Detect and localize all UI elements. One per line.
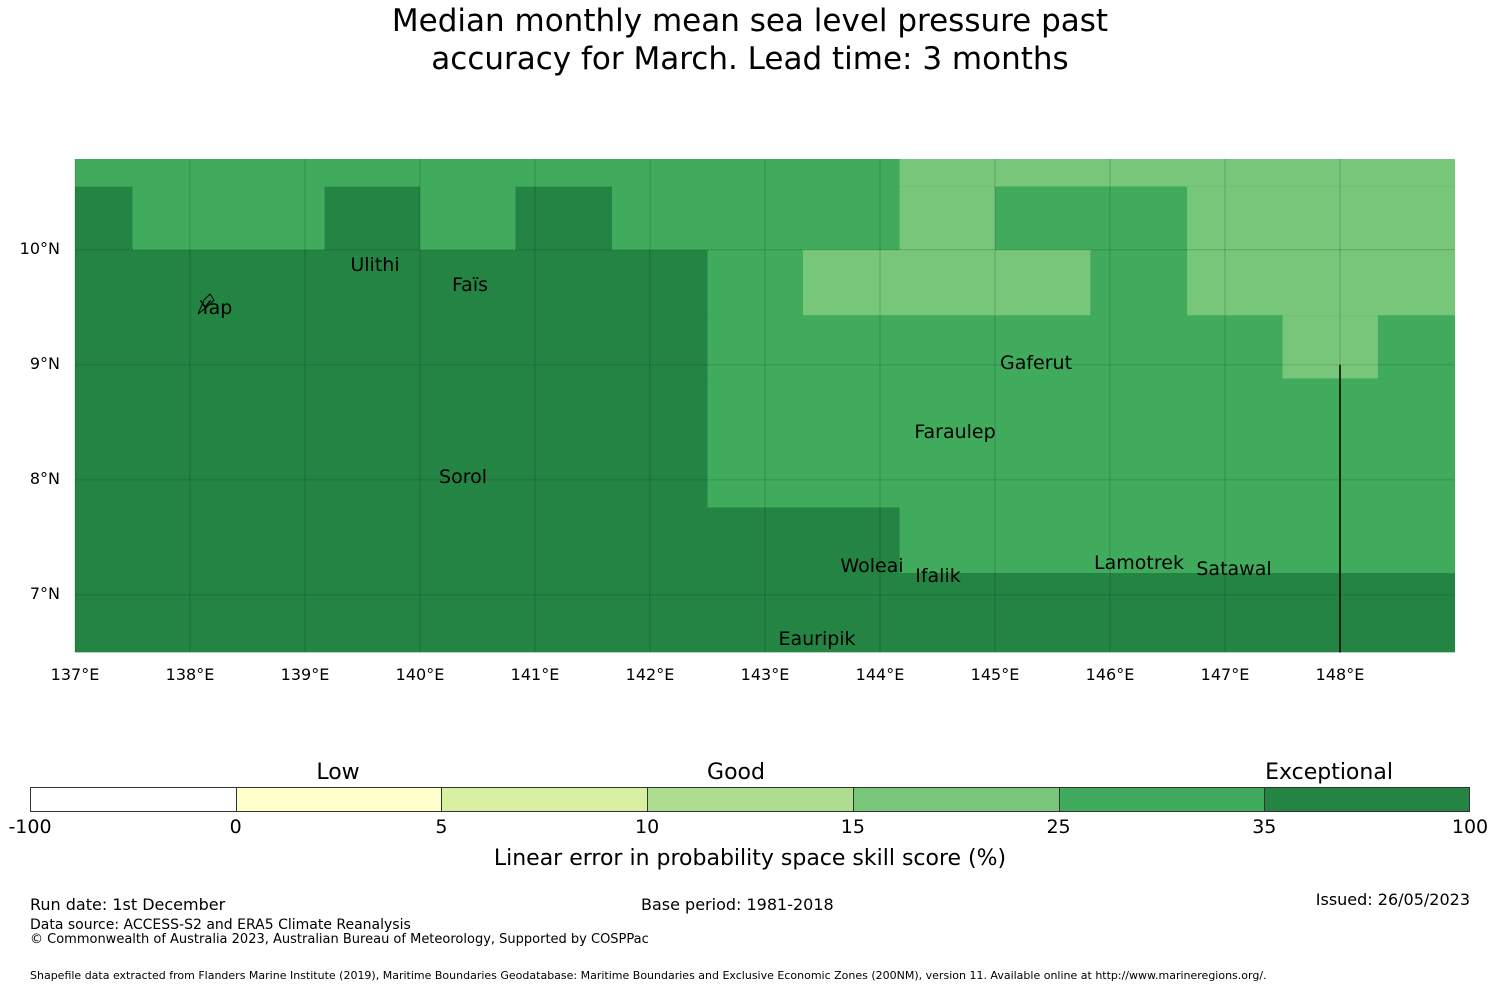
skill-cell <box>802 249 1091 316</box>
lon-label: 143°E <box>740 665 790 684</box>
colorbar-tick: 5 <box>435 816 448 838</box>
skill-cell <box>132 186 325 250</box>
colorbar-tick: 35 <box>1252 816 1277 838</box>
colorbar-segment <box>30 787 236 812</box>
place-sorol: Sorol <box>439 466 487 488</box>
skill-map <box>74 159 1455 653</box>
lon-label: 140°E <box>395 665 445 684</box>
colorbar-segment <box>852 787 1059 812</box>
lon-label: 137°E <box>50 665 100 684</box>
lon-label: 148°E <box>1315 665 1365 684</box>
lon-label: 138°E <box>165 665 215 684</box>
skill-cell <box>1187 249 1455 316</box>
skill-cell <box>899 159 1455 187</box>
skill-cell <box>420 186 516 250</box>
colorbar-segment <box>441 787 648 812</box>
colorbar-tick: 100 <box>1451 816 1489 838</box>
skill-cell <box>1090 249 1188 316</box>
issued-date: Issued: 26/05/2023 <box>1315 890 1470 909</box>
skill-cell <box>707 378 1455 508</box>
place-gaferut: Gaferut <box>999 352 1073 374</box>
skill-cell <box>899 186 995 250</box>
colorbar-tick: 10 <box>635 816 660 838</box>
yap-island-outline <box>197 293 215 315</box>
lat-label: 7°N <box>29 584 60 603</box>
colorbar-segment <box>647 787 853 812</box>
colorbar-tick: -100 <box>8 816 52 838</box>
place-faraulep: Faraulep <box>914 421 996 443</box>
skill-cell <box>612 186 900 250</box>
place-woleai: Woleai <box>840 555 904 577</box>
lon-label: 146°E <box>1085 665 1135 684</box>
place-satawal: Satawal <box>1196 558 1272 580</box>
shapefile-credit: Shapefile data extracted from Flanders M… <box>30 969 1267 982</box>
colorbar-segment <box>1058 787 1265 812</box>
lon-label: 144°E <box>855 665 905 684</box>
skill-cell <box>1282 315 1378 379</box>
title-line-2: accuracy for March. Lead time: 3 months <box>431 41 1069 77</box>
place-lamotrek: Lamotrek <box>1094 552 1184 574</box>
colorbar-segment <box>1264 787 1470 812</box>
skill-cell <box>995 186 1188 250</box>
skill-cell <box>707 315 1283 379</box>
colorbar-tick: 0 <box>229 816 242 838</box>
category-exceptional: Exceptional <box>1265 760 1393 785</box>
base-period: Base period: 1981-2018 <box>641 895 834 914</box>
skill-cell <box>75 159 900 187</box>
skill-cell <box>1187 186 1455 250</box>
skill-cell <box>1377 315 1455 379</box>
place-eauripik: Eauripik <box>778 628 856 650</box>
skill-cell <box>707 249 803 316</box>
copyright: © Commonwealth of Australia 2023, Austra… <box>30 932 649 947</box>
colorbar-label: Linear error in probability space skill … <box>493 846 1007 871</box>
colorbar-tick: 25 <box>1046 816 1071 838</box>
lon-label: 141°E <box>510 665 560 684</box>
lat-label: 10°N <box>19 239 60 258</box>
data-source: Data source: ACCESS-S2 and ERA5 Climate … <box>30 917 411 933</box>
lat-label: 8°N <box>29 469 60 488</box>
colorbar-segment <box>235 787 442 812</box>
lon-label: 147°E <box>1200 665 1250 684</box>
place-fais: Faïs <box>451 274 489 296</box>
category-good: Good <box>707 760 765 785</box>
category-low: Low <box>316 760 360 785</box>
run-date: Run date: 1st December <box>30 895 226 914</box>
colorbar-tick: 15 <box>840 816 865 838</box>
lon-label: 145°E <box>970 665 1020 684</box>
chart-title: Median monthly mean sea level pressure p… <box>0 2 1500 78</box>
lon-label: 142°E <box>625 665 675 684</box>
lon-label: 139°E <box>280 665 330 684</box>
place-yap: Yap <box>199 297 233 319</box>
skill-cell <box>899 507 1455 573</box>
title-line-1: Median monthly mean sea level pressure p… <box>391 3 1109 39</box>
lat-label: 9°N <box>29 354 60 373</box>
place-ifalik: Ifalik <box>915 565 961 587</box>
place-ulithi: Ulithi <box>350 254 400 276</box>
